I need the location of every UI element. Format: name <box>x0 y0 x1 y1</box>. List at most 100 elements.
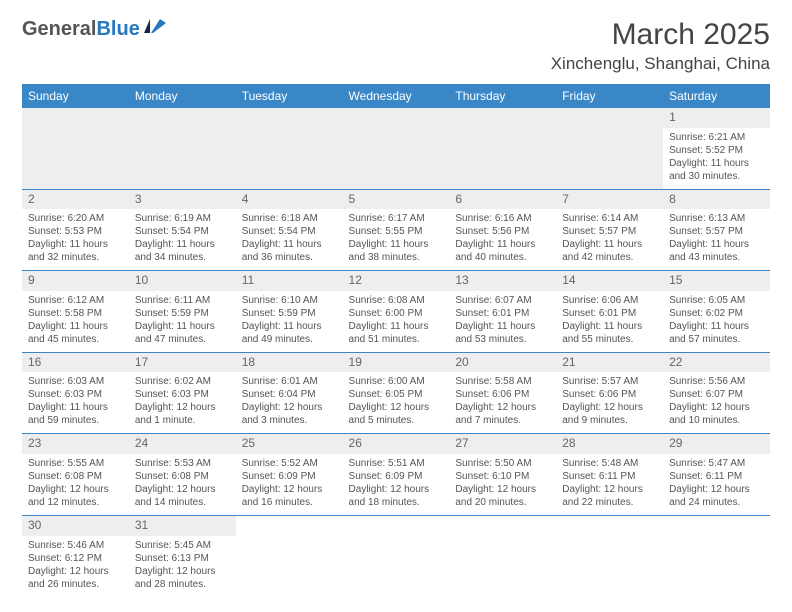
day-cell: 9Sunrise: 6:12 AMSunset: 5:58 PMDaylight… <box>22 271 129 353</box>
sunset-line: Sunset: 5:59 PM <box>242 307 337 320</box>
sunset-line: Sunset: 6:05 PM <box>349 388 444 401</box>
sunset-line: Sunset: 6:03 PM <box>28 388 123 401</box>
day-number: 9 <box>22 271 129 291</box>
logo: GeneralBlue <box>22 18 166 41</box>
daylight-line: Daylight: 12 hours and 1 minute. <box>135 401 230 427</box>
day-number: 22 <box>663 353 770 373</box>
daylight-line: Daylight: 11 hours and 43 minutes. <box>669 238 764 264</box>
day-cell: 21Sunrise: 5:57 AMSunset: 6:06 PMDayligh… <box>556 352 663 434</box>
day-number: 18 <box>236 353 343 373</box>
day-number: 30 <box>22 516 129 536</box>
sunrise-line: Sunrise: 6:14 AM <box>562 212 657 225</box>
day-cell: 2Sunrise: 6:20 AMSunset: 5:53 PMDaylight… <box>22 189 129 271</box>
day-cell: 17Sunrise: 6:02 AMSunset: 6:03 PMDayligh… <box>129 352 236 434</box>
daylight-line: Daylight: 12 hours and 22 minutes. <box>562 483 657 509</box>
day-header: Thursday <box>449 84 556 108</box>
day-number: 8 <box>663 190 770 210</box>
sunset-line: Sunset: 5:57 PM <box>669 225 764 238</box>
day-cell: 8 Sunrise: 6:13 AMSunset: 5:57 PMDaylight… <box>663 189 770 271</box>
day-cell: 3Sunrise: 6:19 AMSunset: 5:54 PMDaylight… <box>129 189 236 271</box>
daylight-line: Daylight: 12 hours and 10 minutes. <box>669 401 764 427</box>
day-number: 14 <box>556 271 663 291</box>
day-cell <box>556 515 663 596</box>
calendar: SundayMondayTuesdayWednesdayThursdayFrid… <box>22 84 770 597</box>
day-cell: 4Sunrise: 6:18 AMSunset: 5:54 PMDaylight… <box>236 189 343 271</box>
day-cell <box>449 108 556 189</box>
day-cell: 12Sunrise: 6:08 AMSunset: 6:00 PMDayligh… <box>343 271 450 353</box>
day-cell: 19 Sunrise: 6:00 AMSunset: 6:05 PMDayligh… <box>343 352 450 434</box>
day-header: Friday <box>556 84 663 108</box>
day-cell: 31Sunrise: 5:45 AMSunset: 6:13 PMDayligh… <box>129 515 236 596</box>
day-number: 3 <box>129 190 236 210</box>
logo-text-1: General <box>22 18 96 41</box>
daylight-line: Daylight: 12 hours and 14 minutes. <box>135 483 230 509</box>
sunset-line: Sunset: 6:09 PM <box>242 470 337 483</box>
daylight-line: Daylight: 11 hours and 51 minutes. <box>349 320 444 346</box>
day-number: 25 <box>236 434 343 454</box>
sunset-line: Sunset: 6:02 PM <box>669 307 764 320</box>
day-header: Monday <box>129 84 236 108</box>
day-cell <box>663 515 770 596</box>
day-cell <box>343 108 450 189</box>
sunrise-line: Sunrise: 6:12 AM <box>28 294 123 307</box>
sunrise-line: Sunrise: 5:50 AM <box>455 457 550 470</box>
sunset-line: Sunset: 6:08 PM <box>28 470 123 483</box>
sunrise-line: Sunrise: 5:55 AM <box>28 457 123 470</box>
daylight-line: Daylight: 12 hours and 9 minutes. <box>562 401 657 427</box>
sunrise-line: Sunrise: 5:45 AM <box>135 539 230 552</box>
day-header: Wednesday <box>343 84 450 108</box>
daylight-line: Daylight: 12 hours and 26 minutes. <box>28 565 123 591</box>
sunrise-line: Sunrise: 6:00 AM <box>349 375 444 388</box>
week-row: 2Sunrise: 6:20 AMSunset: 5:53 PMDaylight… <box>22 189 770 271</box>
day-number: 19 <box>343 353 450 373</box>
sunset-line: Sunset: 6:01 PM <box>455 307 550 320</box>
day-header: Tuesday <box>236 84 343 108</box>
daylight-line: Daylight: 11 hours and 57 minutes. <box>669 320 764 346</box>
sunrise-line: Sunrise: 5:56 AM <box>669 375 764 388</box>
location: Xinchenglu, Shanghai, China <box>551 54 770 74</box>
sunrise-line: Sunrise: 6:16 AM <box>455 212 550 225</box>
daylight-line: Daylight: 12 hours and 3 minutes. <box>242 401 337 427</box>
sunset-line: Sunset: 5:52 PM <box>669 144 764 157</box>
sunset-line: Sunset: 5:59 PM <box>135 307 230 320</box>
sunrise-line: Sunrise: 6:01 AM <box>242 375 337 388</box>
daylight-line: Daylight: 11 hours and 32 minutes. <box>28 238 123 264</box>
daylight-line: Daylight: 12 hours and 5 minutes. <box>349 401 444 427</box>
month-title: March 2025 <box>551 18 770 52</box>
calendar-body: 1Sunrise: 6:21 AMSunset: 5:52 PMDaylight… <box>22 108 770 597</box>
day-cell: 14Sunrise: 6:06 AMSunset: 6:01 PMDayligh… <box>556 271 663 353</box>
day-number: 24 <box>129 434 236 454</box>
sunset-line: Sunset: 5:54 PM <box>242 225 337 238</box>
sunset-line: Sunset: 5:56 PM <box>455 225 550 238</box>
sunrise-line: Sunrise: 5:46 AM <box>28 539 123 552</box>
week-row: 23Sunrise: 5:55 AMSunset: 6:08 PMDayligh… <box>22 434 770 516</box>
day-cell: 27Sunrise: 5:50 AMSunset: 6:10 PMDayligh… <box>449 434 556 516</box>
daylight-line: Daylight: 11 hours and 36 minutes. <box>242 238 337 264</box>
day-header: Saturday <box>663 84 770 108</box>
sunrise-line: Sunrise: 5:51 AM <box>349 457 444 470</box>
day-number: 2 <box>22 190 129 210</box>
sunrise-line: Sunrise: 6:17 AM <box>349 212 444 225</box>
day-number: 6 <box>449 190 556 210</box>
sunset-line: Sunset: 6:09 PM <box>349 470 444 483</box>
daylight-line: Daylight: 11 hours and 34 minutes. <box>135 238 230 264</box>
sunrise-line: Sunrise: 6:20 AM <box>28 212 123 225</box>
sunrise-line: Sunrise: 6:02 AM <box>135 375 230 388</box>
sunset-line: Sunset: 5:57 PM <box>562 225 657 238</box>
day-number: 20 <box>449 353 556 373</box>
daylight-line: Daylight: 11 hours and 55 minutes. <box>562 320 657 346</box>
day-cell: 10Sunrise: 6:11 AMSunset: 5:59 PMDayligh… <box>129 271 236 353</box>
sunrise-line: Sunrise: 6:21 AM <box>669 131 764 144</box>
day-number: 13 <box>449 271 556 291</box>
day-cell: 26Sunrise: 5:51 AMSunset: 6:09 PMDayligh… <box>343 434 450 516</box>
day-cell: 1Sunrise: 6:21 AMSunset: 5:52 PMDaylight… <box>663 108 770 189</box>
sunrise-line: Sunrise: 6:13 AM <box>669 212 764 225</box>
day-cell: 28Sunrise: 5:48 AMSunset: 6:11 PMDayligh… <box>556 434 663 516</box>
sunset-line: Sunset: 6:00 PM <box>349 307 444 320</box>
sunset-line: Sunset: 6:01 PM <box>562 307 657 320</box>
sunset-line: Sunset: 6:06 PM <box>562 388 657 401</box>
daylight-line: Daylight: 11 hours and 53 minutes. <box>455 320 550 346</box>
daylight-line: Daylight: 11 hours and 38 minutes. <box>349 238 444 264</box>
sunrise-line: Sunrise: 5:47 AM <box>669 457 764 470</box>
day-number: 17 <box>129 353 236 373</box>
